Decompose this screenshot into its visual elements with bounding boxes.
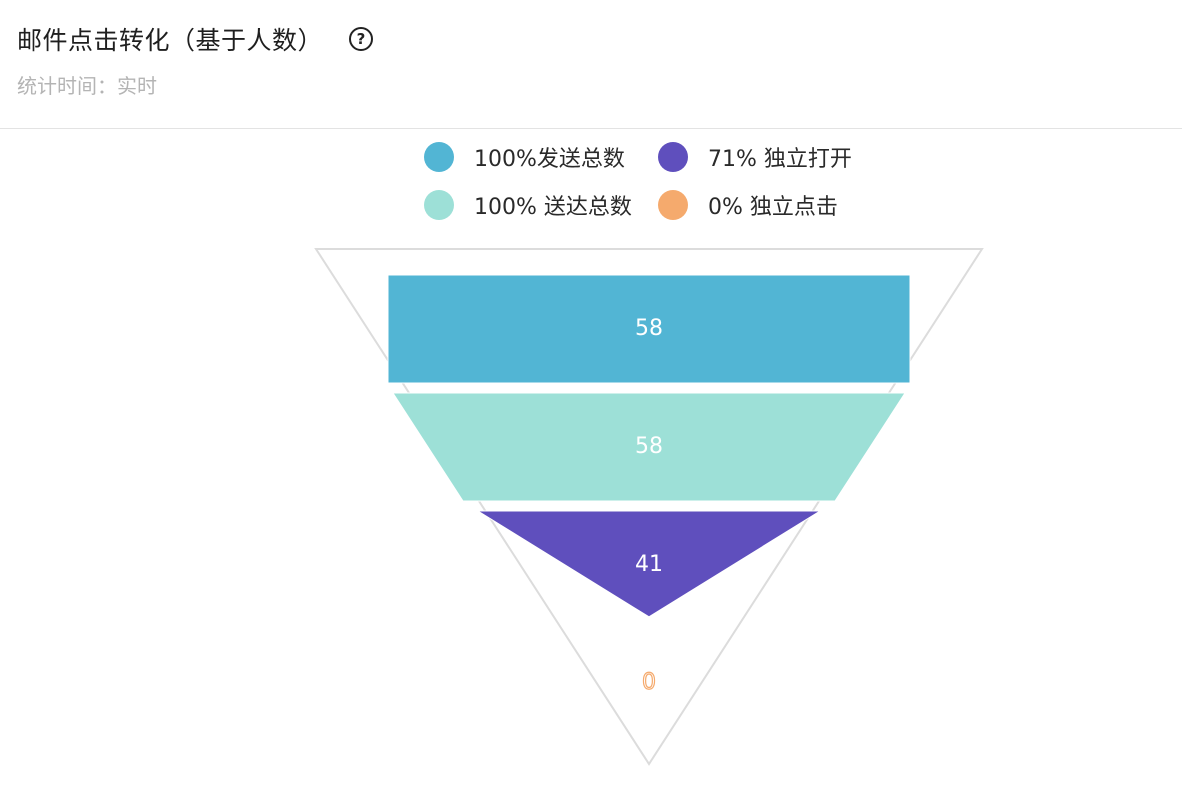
legend-marker xyxy=(658,190,688,220)
header-divider xyxy=(0,128,1182,129)
legend-label: 100% 送达总数 xyxy=(474,195,632,220)
funnel-stage-1[interactable]: 58 xyxy=(387,274,911,384)
legend-marker xyxy=(424,190,454,220)
stat-time-label: 统计时间：实时 xyxy=(17,74,157,98)
question-circle-icon[interactable]: ? xyxy=(349,27,374,51)
legend-marker xyxy=(424,142,454,172)
funnel-value-label: 58 xyxy=(635,434,663,459)
funnel-band[interactable] xyxy=(476,510,822,618)
legend-label: 71% 独立打开 xyxy=(708,147,852,172)
funnel-value-label: 41 xyxy=(635,552,663,577)
chart-legend: 100%发送总数 71% 独立打开 100% 送达总数 0% 独立点击 xyxy=(424,140,884,222)
legend-item-opened[interactable]: 71% 独立打开 xyxy=(658,140,878,174)
legend-item-sent[interactable]: 100%发送总数 xyxy=(424,140,658,174)
funnel-band[interactable] xyxy=(387,274,911,384)
legend-label: 0% 独立点击 xyxy=(708,195,838,220)
legend-marker xyxy=(658,142,688,172)
chart-title: 邮件点击转化（基于人数） xyxy=(17,26,324,55)
funnel-value-label: 58 xyxy=(635,316,663,341)
funnel-band[interactable] xyxy=(392,392,906,502)
legend-item-delivered[interactable]: 100% 送达总数 xyxy=(424,188,658,222)
funnel-stage-2[interactable]: 58 xyxy=(392,392,906,502)
funnel-value-label: 0 xyxy=(642,670,656,695)
funnel-stage-4[interactable]: 0 xyxy=(641,669,656,695)
title-row: 邮件点击转化（基于人数） ? xyxy=(17,18,1182,60)
funnel-stage-3[interactable]: 41 xyxy=(476,510,822,618)
chart-header: 邮件点击转化（基于人数） ? 统计时间：实时 xyxy=(17,18,1182,99)
legend-label: 100%发送总数 xyxy=(474,147,625,172)
legend-item-clicked[interactable]: 0% 独立点击 xyxy=(658,188,878,222)
funnel-outline xyxy=(314,248,984,766)
